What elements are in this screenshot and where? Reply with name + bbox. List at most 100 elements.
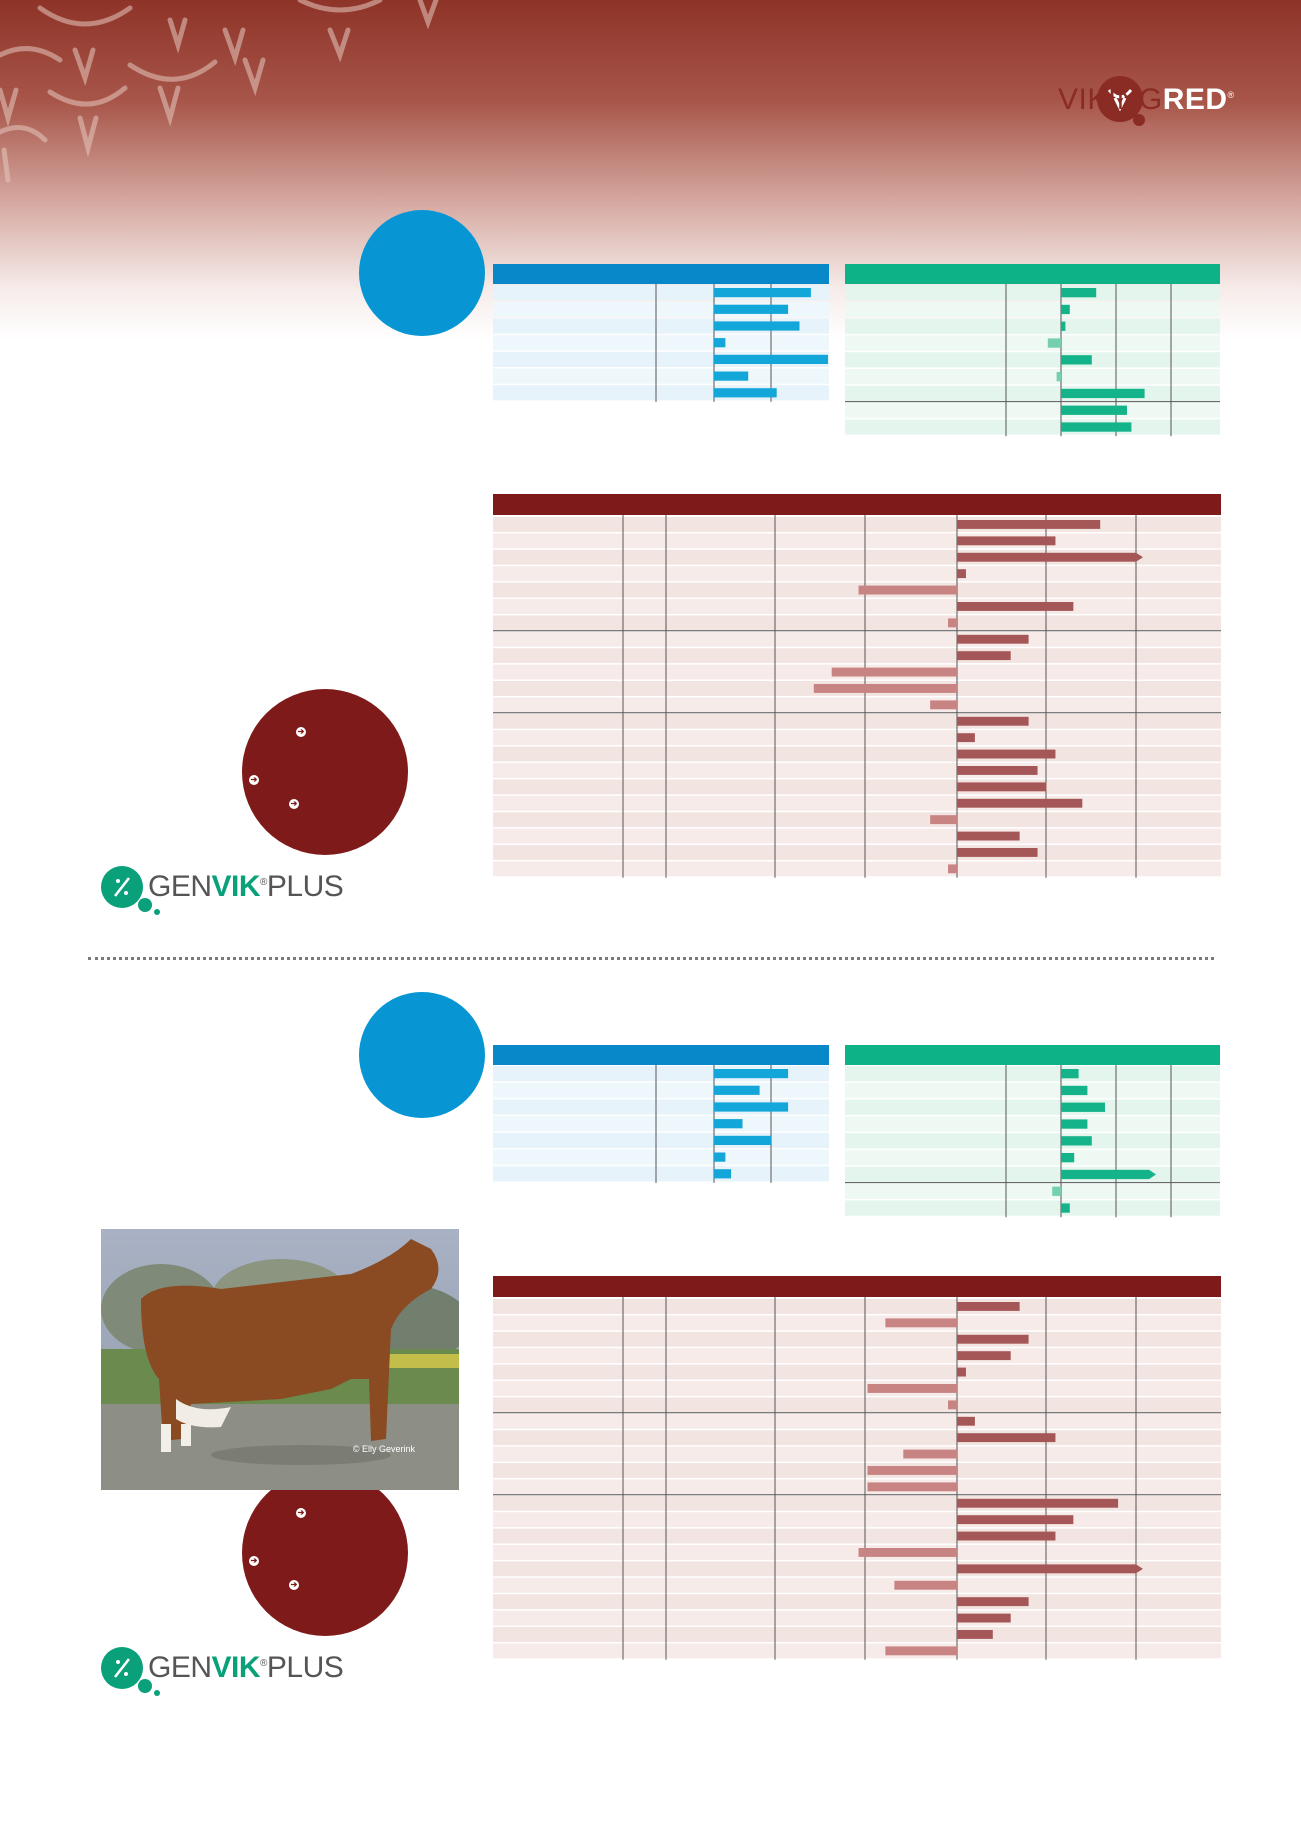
- chart-bar: [957, 1613, 1011, 1623]
- genvik-logo-icon: [101, 866, 160, 915]
- chart-row: [493, 1479, 1221, 1495]
- chart-bar: [957, 520, 1101, 529]
- arrow-icon: ➔: [249, 1556, 259, 1566]
- chart-bar: [957, 1367, 966, 1377]
- chart-bar: [1061, 1085, 1088, 1096]
- chart-bar: [867, 1482, 957, 1492]
- chart-bar: [714, 304, 789, 314]
- chart-row: [845, 318, 1220, 334]
- chart-bar: [957, 766, 1038, 775]
- arrow-icon: ➔: [249, 775, 259, 785]
- chart-bar: [714, 1169, 732, 1179]
- chart-bar: [957, 634, 1029, 644]
- chart-row: [493, 1299, 1221, 1314]
- chart-row: [493, 533, 1221, 549]
- chart-row: [493, 1594, 1221, 1610]
- chart-header-top-blue: [493, 264, 829, 284]
- bull-2-badge: [359, 992, 485, 1118]
- chart-bar: [957, 1630, 993, 1639]
- brand-name-part1: VIKING: [1058, 83, 1163, 116]
- chart-bar: [957, 651, 1011, 661]
- chart-bar: [1061, 1136, 1092, 1146]
- arrow-icon: ➔: [296, 727, 306, 737]
- chart-bar: [1061, 388, 1145, 399]
- chart-row: [493, 1528, 1221, 1544]
- cow-photo: © Elly Geverink: [101, 1229, 459, 1490]
- chart-bar: [930, 700, 957, 710]
- chart-bar-arrow: [1136, 1564, 1143, 1574]
- chart-bar: [903, 1449, 957, 1459]
- chart-row: [845, 385, 1220, 402]
- chart-row: [493, 599, 1221, 614]
- chart-bar: [1061, 1169, 1149, 1180]
- chart-header-top-maroon: [493, 494, 1221, 515]
- chart-row: [845, 1066, 1220, 1082]
- viking-red-logo-mark: [1097, 76, 1153, 131]
- chart-bar: [1056, 372, 1061, 382]
- arrow-icon: ➔: [296, 1508, 306, 1518]
- chart-row: [845, 1099, 1220, 1115]
- chart-bar: [957, 782, 1047, 792]
- chart-row: [493, 335, 829, 351]
- chart-bar: [1061, 1102, 1105, 1112]
- chart-row: [845, 402, 1220, 418]
- brand-mark: ®: [1227, 90, 1235, 100]
- chart-bar: [1061, 355, 1092, 365]
- photo-credit: © Elly Geverink: [352, 1444, 415, 1454]
- genvik-plus-logo: GENVIK®PLUS: [98, 860, 344, 920]
- chart-bar-arrow: [1136, 552, 1143, 562]
- chart-row: [493, 795, 1221, 811]
- arrow-icon: ➔: [289, 1580, 299, 1590]
- chart-bar: [957, 1302, 1020, 1311]
- chart-row: [493, 631, 1221, 647]
- chart-header-bottom-blue: [493, 1045, 829, 1065]
- chart-bar: [957, 602, 1074, 611]
- chart-row: [493, 828, 1221, 844]
- chart-row: [845, 1116, 1220, 1132]
- chart-bar: [957, 569, 966, 579]
- chart-bar: [957, 1351, 1011, 1361]
- chart-row: [493, 730, 1221, 746]
- chart-bar: [957, 552, 1136, 562]
- chart-bar: [957, 1515, 1074, 1525]
- chart-row: [493, 1132, 829, 1148]
- chart-bar: [714, 388, 777, 398]
- chart-bar: [1052, 1186, 1061, 1196]
- genvik-mark: ®: [260, 1658, 267, 1669]
- chart-bar: [831, 667, 957, 677]
- chart-bar: [957, 831, 1020, 841]
- chart-row: [845, 1200, 1220, 1216]
- chart-row: [493, 1545, 1221, 1560]
- chart-row: [493, 1082, 829, 1098]
- chart-row: [493, 845, 1221, 860]
- chart-bar: [714, 371, 749, 381]
- chart-bar: [957, 848, 1038, 857]
- genvik-part2: VIK: [211, 870, 261, 903]
- chart-bar: [714, 1152, 726, 1162]
- chart-row: [493, 1463, 1221, 1478]
- chart-bar: [957, 1334, 1029, 1344]
- genvik-plus-logo: GENVIK®PLUS: [98, 1641, 344, 1701]
- chart-bar: [714, 321, 800, 331]
- genomic-info-circle-1: ➔ ➔ ➔: [242, 689, 408, 855]
- chart-bar: [1047, 338, 1061, 348]
- chart-row: [493, 1627, 1221, 1642]
- chart-row: [845, 285, 1220, 301]
- genvik-part3: PLUS: [266, 1651, 344, 1684]
- horn-pattern: [0, 0, 439, 183]
- chart-bar: [714, 1119, 743, 1129]
- chart-bar: [867, 1384, 957, 1393]
- chart-row: [493, 1166, 829, 1182]
- chart-bar: [957, 536, 1056, 546]
- chart-row: [493, 1643, 1221, 1659]
- chart-bar: [957, 749, 1056, 759]
- chart-bar: [957, 1416, 975, 1426]
- chart-row: [845, 1183, 1220, 1199]
- chart-bar: [714, 1135, 771, 1145]
- arrow-icon: ➔: [289, 799, 299, 809]
- chart-row: [845, 1166, 1220, 1183]
- chart-bar: [957, 798, 1083, 808]
- chart-header-top-green: [845, 264, 1220, 284]
- chart-row: [493, 861, 1221, 877]
